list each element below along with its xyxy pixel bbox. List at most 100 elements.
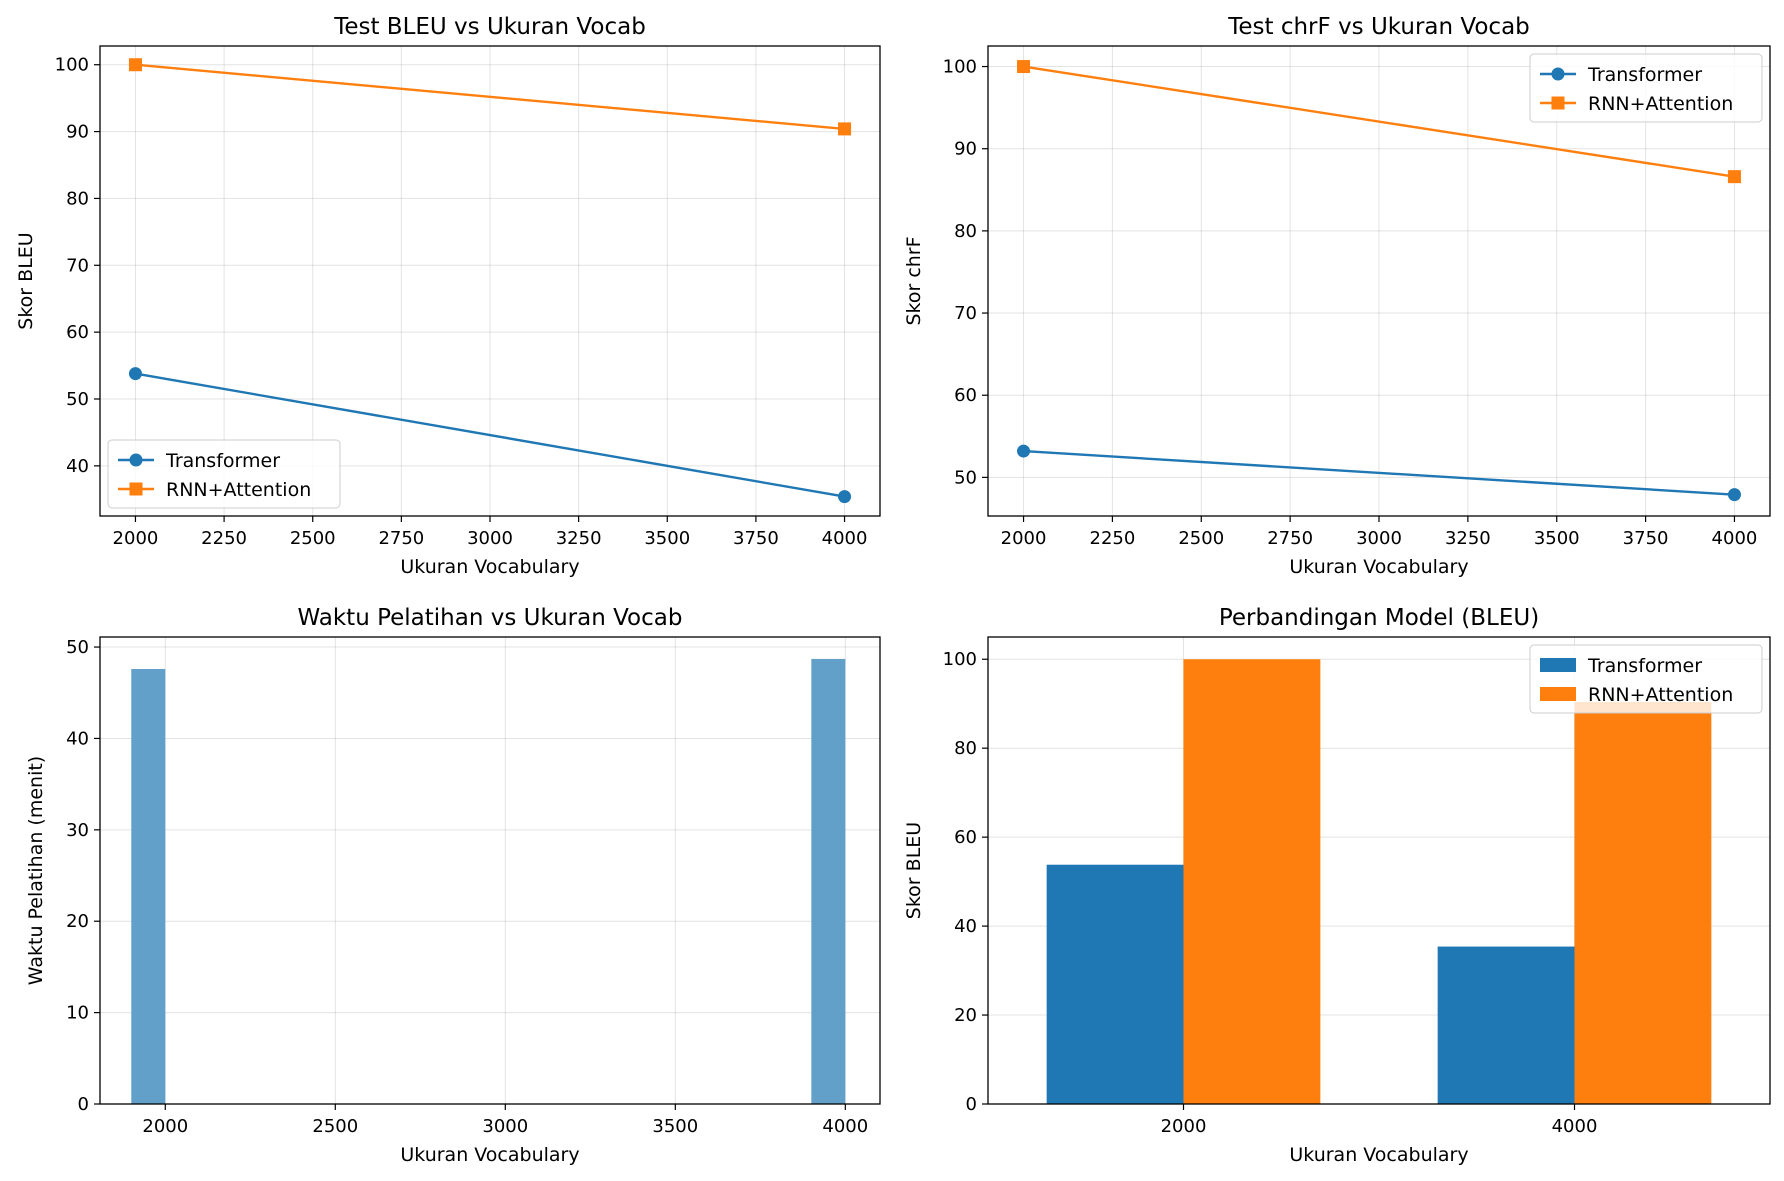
series-line bbox=[1023, 449, 1735, 496]
x-tick-label: 3500 bbox=[652, 1116, 698, 1137]
y-tick-label: 100 bbox=[943, 649, 977, 670]
series-line bbox=[135, 63, 845, 131]
series-line bbox=[135, 372, 845, 498]
legend-marker bbox=[1551, 96, 1565, 110]
chart-time-marks bbox=[131, 658, 846, 1104]
x-tick-label: 2000 bbox=[1001, 528, 1047, 549]
y-tick-label: 60 bbox=[66, 322, 89, 343]
x-tick-label: 2250 bbox=[201, 528, 247, 549]
y-tick-label: 70 bbox=[66, 255, 89, 276]
chart-training-time: 0 10 20 30 40 50 2000 2500 3000 3500 4000 Waktu Pe… bbox=[25, 605, 881, 1166]
data-point bbox=[128, 367, 142, 381]
x-tick-label: 3750 bbox=[1623, 528, 1669, 549]
legend-marker bbox=[1551, 67, 1565, 81]
legend-entry: Transformer bbox=[1587, 655, 1702, 677]
chart-time-frame bbox=[99, 636, 881, 1105]
chart-bleu-grid bbox=[100, 46, 880, 516]
x-tick-label: 3500 bbox=[1534, 528, 1580, 549]
y-tick-label: 40 bbox=[954, 916, 977, 937]
chart-compare-legend: Transformer RNN+Attention bbox=[1529, 644, 1763, 714]
legend-box bbox=[107, 439, 341, 509]
bar bbox=[1437, 946, 1575, 1104]
chart-compare-xlabel: Ukuran Vocabulary bbox=[1289, 1144, 1468, 1166]
legend-swatch bbox=[1540, 687, 1576, 701]
y-tick-label: 100 bbox=[55, 55, 89, 76]
chart-chrf-title: Test chrF vs Ukuran Vocab bbox=[1227, 14, 1530, 40]
x-tick-label: 3000 bbox=[1356, 528, 1402, 549]
x-tick-label: 2750 bbox=[1267, 528, 1313, 549]
y-tick-label: 0 bbox=[966, 1094, 977, 1115]
chart-compare-frame bbox=[987, 636, 1771, 1105]
x-tick-label: 2250 bbox=[1090, 528, 1136, 549]
data-point bbox=[838, 490, 852, 504]
chart-compare-ylabel: Skor BLEU bbox=[903, 822, 925, 919]
legend-entry: RNN+Attention bbox=[1588, 684, 1733, 706]
y-tick-label: 50 bbox=[66, 637, 89, 658]
x-tick-label: 2000 bbox=[113, 528, 159, 549]
bar bbox=[1183, 659, 1321, 1104]
y-tick-label: 100 bbox=[943, 57, 977, 78]
x-tick-label: 4000 bbox=[822, 1116, 868, 1137]
y-tick-label: 40 bbox=[66, 728, 89, 749]
data-point bbox=[1727, 488, 1741, 502]
chart-model-comparison: 0 20 40 60 80 100 2000 4000 Perbandingan Model … bbox=[903, 605, 1771, 1166]
chart-chrf-vs-vocab: 50 60 70 80 90 100 2000 2250 2500 2750 3000 3250 350… bbox=[903, 14, 1771, 578]
x-tick-label: 2000 bbox=[1161, 1116, 1207, 1137]
legend-entry: RNN+Attention bbox=[166, 479, 311, 501]
y-tick-label: 70 bbox=[954, 303, 977, 324]
y-tick-label: 50 bbox=[954, 467, 977, 488]
chart-bleu-marks bbox=[128, 58, 852, 504]
chart-bleu-legend: Transformer RNN+Attention bbox=[107, 439, 341, 509]
x-tick-label: 2750 bbox=[378, 528, 424, 549]
y-tick-label: 20 bbox=[66, 911, 89, 932]
x-tick-label: 2500 bbox=[290, 528, 336, 549]
x-tick-label: 4000 bbox=[822, 528, 868, 549]
x-tick-label: 4000 bbox=[1712, 528, 1758, 549]
chart-bleu-title: Test BLEU vs Ukuran Vocab bbox=[333, 14, 646, 40]
chart-time-grid bbox=[100, 637, 880, 1105]
y-tick-label: 80 bbox=[954, 221, 977, 242]
chart-compare-ticks: 0 20 40 60 80 100 2000 4000 bbox=[943, 649, 1598, 1137]
chart-chrf-grid bbox=[988, 46, 1770, 516]
data-point bbox=[1017, 444, 1031, 458]
chart-chrf-xlabel: Ukuran Vocabulary bbox=[1289, 556, 1468, 578]
bar bbox=[1046, 864, 1184, 1104]
data-point bbox=[128, 58, 142, 72]
bar bbox=[1574, 701, 1712, 1104]
legend-box bbox=[1529, 53, 1763, 123]
y-tick-label: 60 bbox=[954, 385, 977, 406]
data-point bbox=[1017, 60, 1031, 74]
y-tick-label: 10 bbox=[66, 1003, 89, 1024]
legend-swatch bbox=[1540, 658, 1576, 672]
chart-chrf-ticks: 50 60 70 80 90 100 2000 2250 2500 2750 3000 3250 350… bbox=[943, 57, 1758, 549]
chart-time-title: Waktu Pelatihan vs Ukuran Vocab bbox=[298, 605, 683, 631]
data-point bbox=[838, 122, 852, 136]
y-tick-label: 90 bbox=[954, 139, 977, 160]
legend-marker bbox=[129, 482, 143, 496]
x-tick-label: 2500 bbox=[1178, 528, 1224, 549]
x-tick-label: 2000 bbox=[142, 1116, 188, 1137]
chart-time-ticks: 0 10 20 30 40 50 2000 2500 3000 3500 4000 bbox=[66, 637, 868, 1137]
series-line bbox=[1023, 65, 1735, 178]
y-tick-label: 80 bbox=[66, 188, 89, 209]
chart-bleu-vs-vocab: 40 50 60 70 80 90 100 2000 2250 2500 2750 3000 3250 3… bbox=[15, 14, 881, 578]
chart-chrf-marks bbox=[1017, 60, 1741, 502]
legend-marker bbox=[129, 453, 143, 467]
chart-bleu-ticks: 40 50 60 70 80 90 100 2000 2250 2500 2750 3000 3250 3… bbox=[55, 55, 868, 549]
chart-time-xlabel: Ukuran Vocabulary bbox=[400, 1144, 579, 1166]
y-tick-label: 80 bbox=[954, 738, 977, 759]
chart-compare-marks bbox=[1046, 659, 1712, 1104]
chart-chrf-ylabel: Skor chrF bbox=[903, 236, 925, 325]
chart-time-ylabel: Waktu Pelatihan (menit) bbox=[25, 756, 47, 985]
y-tick-label: 50 bbox=[66, 389, 89, 410]
chart-bleu-xlabel: Ukuran Vocabulary bbox=[400, 556, 579, 578]
legend-box bbox=[1529, 644, 1763, 714]
y-tick-label: 0 bbox=[78, 1094, 89, 1115]
x-tick-label: 3000 bbox=[482, 1116, 528, 1137]
legend-entry: RNN+Attention bbox=[1588, 93, 1733, 115]
chart-bleu-ylabel: Skor BLEU bbox=[15, 232, 37, 329]
y-tick-label: 20 bbox=[954, 1005, 977, 1026]
x-tick-label: 3250 bbox=[1445, 528, 1491, 549]
legend-entry: Transformer bbox=[165, 450, 280, 472]
